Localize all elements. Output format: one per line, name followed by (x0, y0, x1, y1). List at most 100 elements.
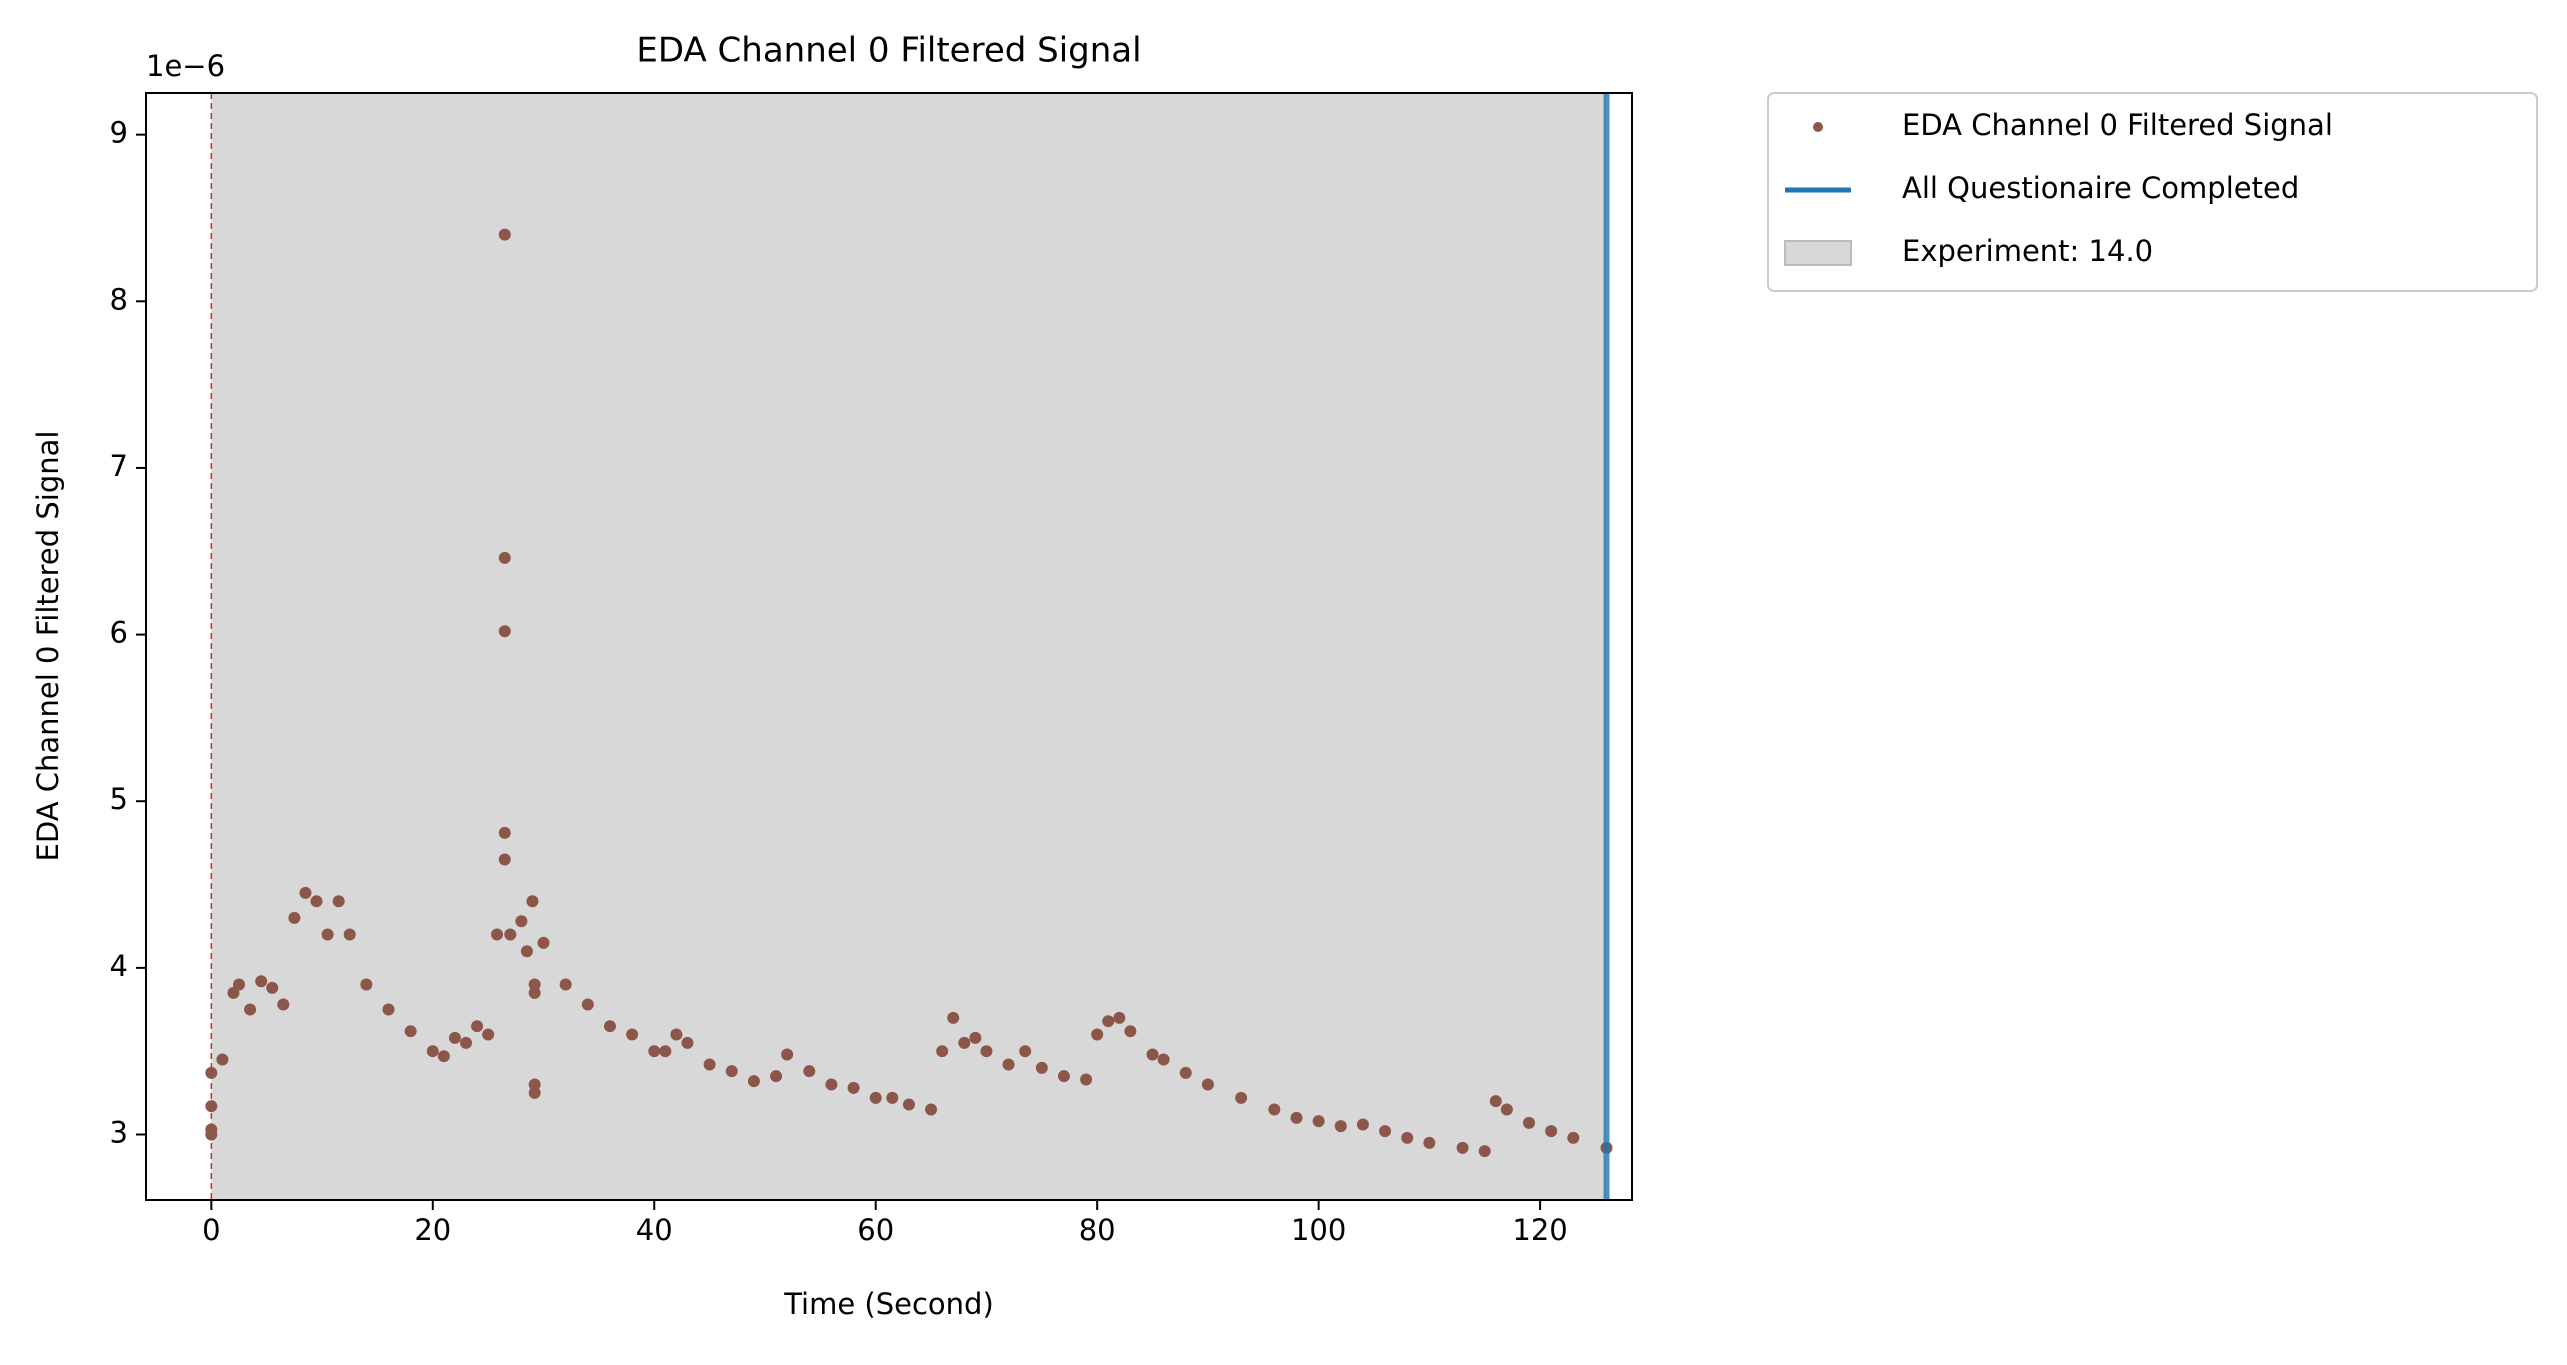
data-point (1057, 1070, 1070, 1083)
data-point (1379, 1125, 1392, 1138)
data-point (770, 1070, 783, 1083)
data-point (1091, 1028, 1104, 1041)
data-point (559, 978, 572, 991)
data-point (528, 1078, 541, 1091)
y-tick-label: 8 (110, 282, 128, 316)
data-point (460, 1036, 473, 1049)
data-point (205, 1066, 218, 1079)
data-point (1290, 1111, 1303, 1124)
data-point (659, 1045, 672, 1058)
data-point (332, 895, 345, 908)
data-point (504, 928, 517, 941)
x-axis-label: Time (Second) (783, 1287, 994, 1321)
data-point (437, 1050, 450, 1063)
data-point (947, 1011, 960, 1024)
data-point (725, 1065, 738, 1078)
data-point (847, 1081, 860, 1094)
experiment-span (211, 93, 1607, 1200)
x-tick-label: 100 (1291, 1213, 1346, 1247)
y-tick-label: 7 (110, 449, 128, 483)
y-tick-label: 6 (110, 616, 128, 650)
data-point (925, 1103, 938, 1116)
data-point (1124, 1025, 1137, 1038)
data-point (498, 625, 511, 638)
y-tick-label: 5 (110, 782, 128, 816)
data-point (825, 1078, 838, 1091)
data-point (233, 978, 246, 991)
x-tick-label: 20 (414, 1213, 451, 1247)
data-point (498, 826, 511, 839)
data-point (1500, 1103, 1513, 1116)
data-point (1545, 1125, 1558, 1138)
data-point (1235, 1091, 1248, 1104)
data-point (1401, 1131, 1414, 1144)
data-point (1019, 1045, 1032, 1058)
data-point (1478, 1145, 1491, 1158)
data-point (1002, 1058, 1015, 1071)
data-point (581, 998, 594, 1011)
data-point (1146, 1048, 1159, 1061)
data-point (1157, 1053, 1170, 1066)
data-point (255, 975, 268, 988)
legend-label: Experiment: 14.0 (1902, 234, 2153, 268)
axes-frame (145, 92, 1633, 1201)
data-point (482, 1028, 495, 1041)
legend: EDA Channel 0 Filtered Signal All Questio… (1767, 92, 2538, 292)
data-point (528, 1086, 541, 1099)
data-point (1523, 1116, 1536, 1129)
data-point (491, 928, 504, 941)
data-point (310, 895, 323, 908)
data-point (537, 936, 550, 949)
data-point (1080, 1073, 1093, 1086)
data-point (528, 978, 541, 991)
data-point (603, 1020, 616, 1033)
data-point (703, 1058, 716, 1071)
data-point (1102, 1015, 1115, 1028)
data-point (288, 911, 301, 924)
x-tick-label: 40 (636, 1213, 673, 1247)
data-point (1567, 1131, 1580, 1144)
data-point (498, 853, 511, 866)
data-point (1035, 1061, 1048, 1074)
x-tick-label: 80 (1079, 1213, 1116, 1247)
data-point (299, 886, 312, 899)
data-point (681, 1036, 694, 1049)
data-point (747, 1075, 760, 1088)
data-point (515, 915, 528, 928)
data-point (1456, 1141, 1469, 1154)
data-point (670, 1028, 683, 1041)
data-point (1179, 1066, 1192, 1079)
data-point (404, 1025, 417, 1038)
data-point (648, 1045, 661, 1058)
data-point (426, 1045, 439, 1058)
data-point (471, 1020, 484, 1033)
data-point (869, 1091, 882, 1104)
data-point (321, 928, 334, 941)
data-point (1334, 1120, 1347, 1133)
data-point (244, 1003, 257, 1016)
data-point (980, 1045, 993, 1058)
y-axis-label: EDA Channel 0 Filtered Signal (31, 431, 65, 862)
data-point (1356, 1118, 1369, 1131)
data-point (902, 1098, 915, 1111)
legend-box (1767, 92, 2538, 292)
data-point (528, 986, 541, 999)
data-point (205, 1100, 218, 1113)
data-point (1268, 1103, 1281, 1116)
chart-title: EDA Channel 0 Filtered Signal (636, 31, 1141, 71)
data-point (803, 1065, 816, 1078)
data-point (520, 945, 533, 958)
data-point (958, 1036, 971, 1049)
data-point (498, 228, 511, 241)
data-point (1312, 1115, 1325, 1128)
legend-marker (1813, 122, 1823, 132)
data-point (969, 1031, 982, 1044)
data-point (382, 1003, 395, 1016)
data-point (886, 1091, 899, 1104)
y-tick-label: 9 (110, 116, 128, 150)
x-tick-label: 60 (857, 1213, 894, 1247)
data-point (936, 1045, 949, 1058)
data-point (781, 1048, 794, 1061)
